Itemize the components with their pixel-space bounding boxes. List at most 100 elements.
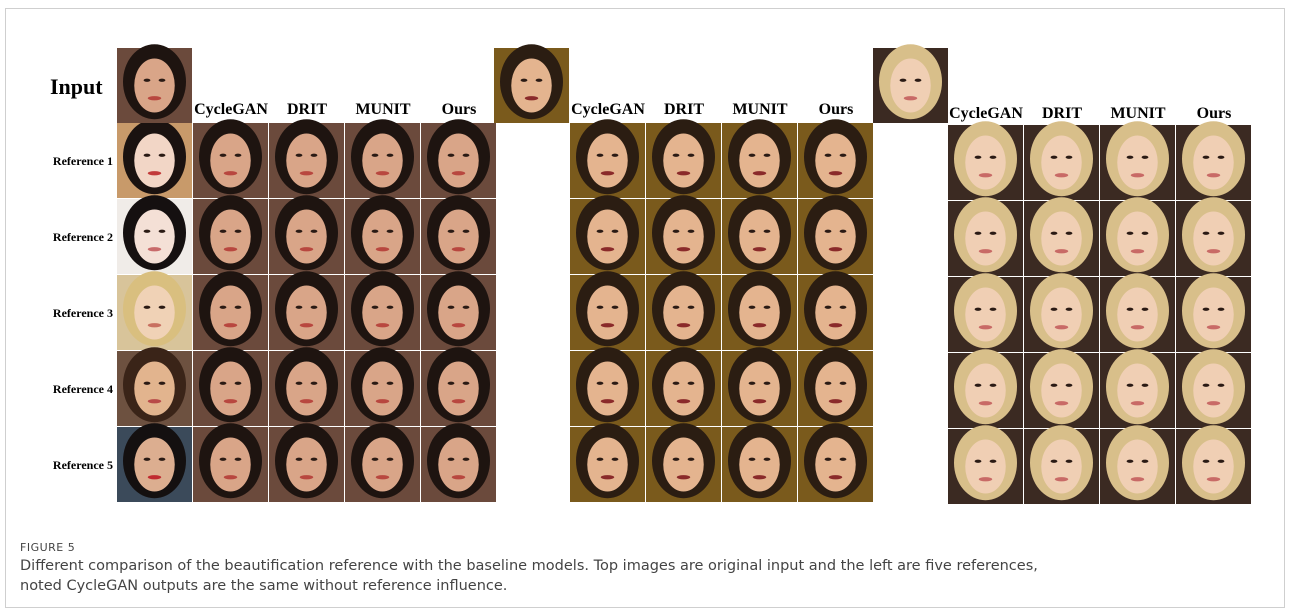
mouth — [829, 323, 843, 327]
face-image — [117, 195, 192, 274]
face — [438, 134, 479, 188]
face-image — [646, 119, 721, 198]
mouth — [1207, 325, 1221, 329]
face-image — [421, 347, 496, 426]
eye — [764, 230, 771, 233]
eye — [1218, 232, 1225, 235]
eye — [1218, 156, 1225, 159]
face-image — [117, 423, 192, 502]
face — [362, 210, 403, 264]
face — [739, 286, 780, 340]
face — [739, 134, 780, 188]
eye — [296, 306, 303, 309]
face-image — [1100, 349, 1175, 428]
mouth — [979, 477, 993, 481]
eye — [372, 306, 379, 309]
mouth — [753, 323, 767, 327]
caption-label: FIGURE 5 — [20, 541, 75, 554]
face — [362, 438, 403, 492]
mouth — [829, 247, 843, 251]
eye — [235, 154, 242, 157]
column-header: CycleGAN — [194, 101, 268, 118]
eye — [825, 306, 832, 309]
face — [438, 362, 479, 416]
mouth — [753, 171, 767, 175]
face-image — [798, 423, 873, 502]
eye — [311, 382, 318, 385]
face-image — [117, 44, 192, 123]
eye — [235, 230, 242, 233]
eye — [1127, 308, 1134, 311]
eye — [990, 308, 997, 311]
mouth — [601, 247, 615, 251]
eye — [372, 230, 379, 233]
face — [815, 134, 856, 188]
eye — [1127, 232, 1134, 235]
eye — [764, 154, 771, 157]
eye — [990, 232, 997, 235]
figure-page: Input FIGURE 5 Different comparison of t… — [0, 0, 1290, 616]
mouth — [601, 323, 615, 327]
face-image — [798, 195, 873, 274]
face-image — [1100, 197, 1175, 276]
eye — [1066, 308, 1073, 311]
eye — [1127, 156, 1134, 159]
face — [965, 288, 1006, 342]
mouth — [904, 96, 918, 100]
mouth — [452, 323, 466, 327]
face — [210, 438, 251, 492]
mouth — [979, 173, 993, 177]
mouth — [1207, 477, 1221, 481]
caption-line: noted CycleGAN outputs are the same with… — [20, 578, 507, 594]
face — [1193, 136, 1234, 190]
caption-line: Different comparison of the beautificati… — [20, 558, 1038, 574]
eye — [144, 382, 151, 385]
row-label: Reference 2 — [53, 230, 113, 244]
face — [587, 134, 628, 188]
eye — [1203, 460, 1210, 463]
eye — [673, 382, 680, 385]
face — [134, 210, 175, 264]
column-header: DRIT — [287, 101, 327, 118]
eye — [311, 306, 318, 309]
face-image — [948, 273, 1023, 352]
mouth — [1131, 325, 1145, 329]
eye — [387, 458, 394, 461]
mouth — [376, 399, 390, 403]
eye — [1142, 384, 1149, 387]
mouth — [224, 323, 238, 327]
face — [362, 134, 403, 188]
eye — [463, 458, 470, 461]
eye — [764, 382, 771, 385]
face — [438, 286, 479, 340]
mouth — [1131, 249, 1145, 253]
face-image — [722, 423, 797, 502]
face-image — [117, 271, 192, 350]
eye — [1066, 460, 1073, 463]
eye — [1218, 384, 1225, 387]
eye — [1142, 308, 1149, 311]
eye — [915, 79, 922, 82]
eye — [749, 382, 756, 385]
face — [965, 212, 1006, 266]
face-image — [646, 271, 721, 350]
face — [210, 134, 251, 188]
eye — [536, 79, 543, 82]
face — [965, 136, 1006, 190]
eye — [673, 458, 680, 461]
face-image — [1176, 121, 1251, 200]
face-image — [345, 271, 420, 350]
face-image — [494, 44, 569, 123]
face — [210, 362, 251, 416]
eye — [220, 306, 227, 309]
column-header: DRIT — [1042, 105, 1082, 122]
eye — [612, 306, 619, 309]
face-image — [421, 195, 496, 274]
eye — [235, 458, 242, 461]
eye — [220, 154, 227, 157]
face — [1117, 136, 1158, 190]
face — [1117, 212, 1158, 266]
eye — [372, 154, 379, 157]
eye — [387, 306, 394, 309]
face-image — [948, 349, 1023, 428]
